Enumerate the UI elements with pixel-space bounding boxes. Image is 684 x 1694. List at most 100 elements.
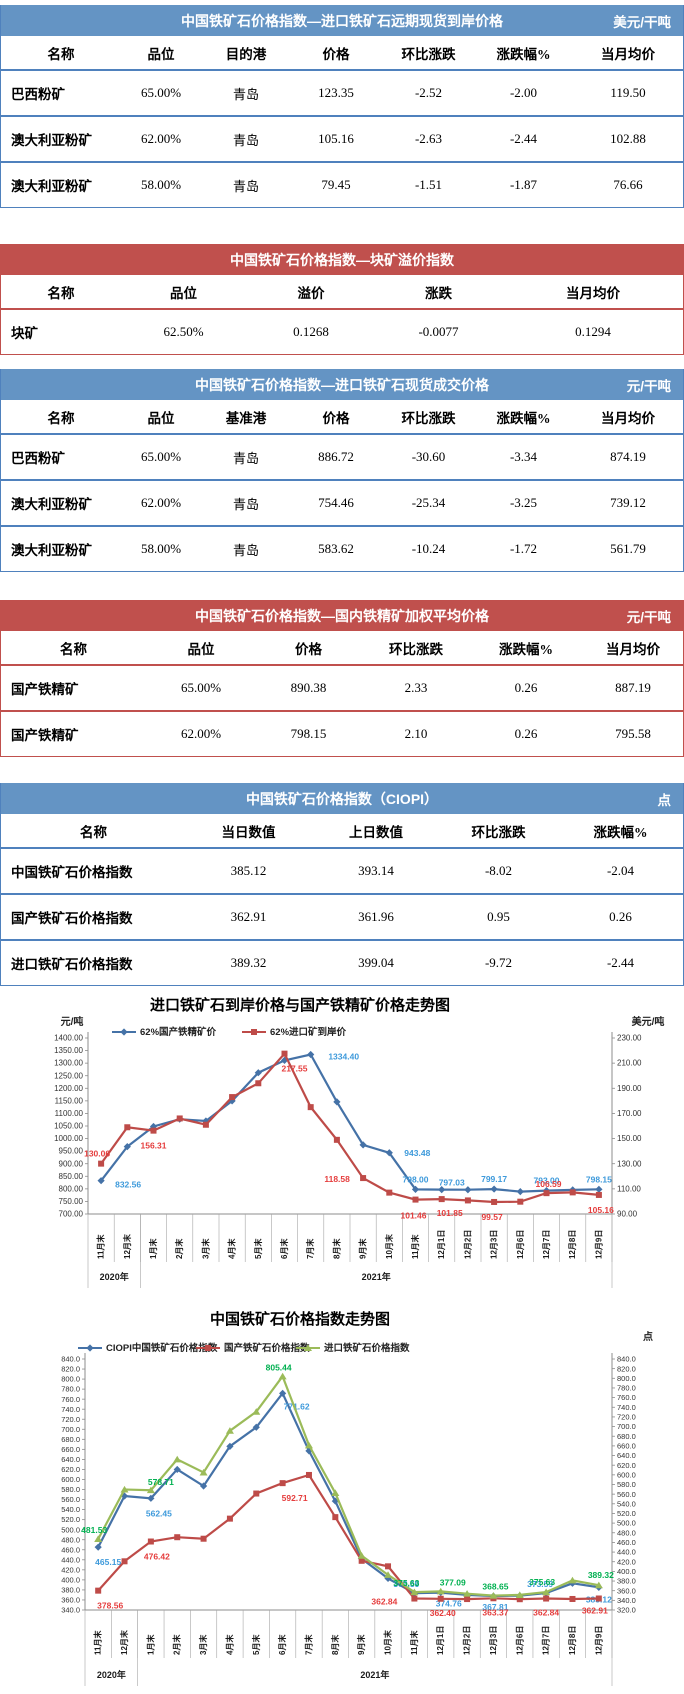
data-table: 名称 品位 基准港 价格 环比涨跌 涨跌幅% 当月均价 巴西粉矿 65.00% 青岛 886.72 -… — [1, 400, 684, 571]
x-axis-category-label: 6月末 — [279, 1239, 289, 1259]
x-axis-category-label: 3月末 — [198, 1635, 208, 1655]
value-cell: 0.1268 — [293, 324, 329, 339]
data-point-marker — [280, 1056, 289, 1064]
data-point-marker — [332, 1514, 339, 1521]
y-axis-tick-label: 1200.00 — [54, 1084, 83, 1093]
table-block-0: 中国铁矿石价格指数—进口铁矿石远期现货到岸价格 美元/干吨 名称 品位 目的港 价格 环比涨… — [0, 5, 684, 208]
data-label: 362.40 — [430, 1608, 456, 1618]
data-point-marker — [594, 1581, 603, 1589]
x-axis-category-label: 12月2日 — [463, 1626, 472, 1655]
data-point-marker — [515, 1591, 524, 1598]
y-axis-tick-label: 1350.00 — [54, 1046, 83, 1055]
data-point-marker — [173, 1455, 182, 1463]
column-header: 涨跌幅% — [499, 641, 553, 657]
y-axis-tick-label: 1150.00 — [55, 1096, 84, 1105]
y-axis-tick-label: 1000.00 — [54, 1134, 83, 1143]
data-point-marker — [385, 1563, 392, 1570]
column-header: 品位 — [147, 46, 175, 62]
data-label: 375.63 — [393, 1578, 419, 1588]
column-header: 目的港 — [225, 46, 267, 62]
data-label: 362.91 — [582, 1605, 608, 1615]
data-point-marker — [595, 1191, 602, 1198]
data-point-marker — [410, 1588, 419, 1596]
data-label: 118.58 — [324, 1174, 350, 1184]
x-axis-category-label: 6月末 — [277, 1635, 287, 1655]
table-row: 国产铁精矿 65.00% 890.38 2.33 0.26 887.19 — [1, 665, 684, 711]
table-header-row: 名称 品位 价格 环比涨跌 涨跌幅% 当月均价 — [1, 631, 684, 665]
column-header: 涨跌 — [425, 285, 452, 301]
data-point-marker — [253, 1490, 260, 1497]
value-cell: 754.46 — [318, 495, 354, 510]
data-label: 362.84 — [533, 1608, 559, 1618]
y-axis-tick-label: 720.0 — [617, 1413, 636, 1422]
y-axis-tick-label: 360.0 — [617, 1586, 636, 1595]
data-point-marker — [150, 1127, 157, 1134]
data-point-marker — [174, 1534, 181, 1541]
y-axis-tick-label: 900.00 — [59, 1159, 84, 1168]
column-header: 品位 — [187, 641, 215, 657]
data-point-marker — [543, 1595, 550, 1602]
value-cell: 62.00% — [140, 495, 182, 510]
data-point-marker — [281, 1050, 288, 1057]
data-point-marker — [304, 1344, 312, 1351]
value-cell: -2.44 — [509, 131, 538, 146]
column-header: 名称 — [47, 410, 75, 426]
data-point-marker — [489, 1592, 498, 1599]
y-axis-tick-label: 210.00 — [617, 1059, 642, 1068]
x-axis-category-label: 12月7日 — [542, 1626, 551, 1655]
y-axis-tick-label: 780.0 — [61, 1385, 80, 1394]
value-cell: 58.00% — [140, 177, 182, 192]
table-title-bar: 中国铁矿石价格指数—进口铁矿石远期现货到岸价格 美元/干吨 — [1, 5, 683, 36]
row-name-cell: 中国铁矿石价格指数 — [11, 865, 133, 880]
data-label: 363.37 — [482, 1607, 508, 1617]
data-point-marker — [205, 1345, 211, 1351]
data-point-marker — [595, 1595, 602, 1602]
data-point-marker — [124, 1124, 131, 1131]
legend-item: 国产铁矿石价格指数 — [196, 1342, 310, 1354]
y-axis-tick-label: 400.0 — [61, 1575, 80, 1584]
value-cell: -1.72 — [509, 541, 538, 556]
series-line — [100, 1051, 600, 1204]
y-axis-tick-label: 840.0 — [617, 1355, 636, 1364]
y-axis-tick-label: 620.0 — [617, 1461, 636, 1470]
data-point-marker — [464, 1596, 471, 1603]
data-point-marker — [464, 1186, 472, 1194]
x-axis-category-label: 4月末 — [224, 1635, 234, 1655]
row-name-cell: 巴西粉矿 — [11, 451, 65, 466]
data-point-marker — [411, 1595, 418, 1602]
data-label: 578.71 — [148, 1477, 174, 1487]
x-axis-category-label: 7月末 — [305, 1239, 315, 1259]
table-block-3: 中国铁矿石价格指数—国内铁精矿加权平均价格 元/干吨 名称 品位 价格 环比涨跌 涨跌幅% 当… — [0, 600, 684, 757]
data-point-marker — [357, 1552, 366, 1559]
y-axis-tick-label: 1400.00 — [54, 1034, 83, 1043]
year-group-label: 2021年 — [362, 1271, 391, 1282]
table-row: 国产铁矿石价格指数 362.91 361.96 0.95 0.26 — [1, 894, 684, 940]
value-cell: 0.1294 — [575, 324, 611, 339]
table-row: 澳大利亚粉矿 62.00% 青岛 105.16 -2.63 -2.44 102.88 — [1, 116, 684, 162]
column-header: 当月均价 — [601, 46, 655, 62]
y-axis-tick-label: 760.0 — [61, 1395, 80, 1404]
y-axis-tick-label: 740.0 — [617, 1403, 636, 1412]
table-header-row: 名称 品位 溢价 涨跌 当月均价 — [1, 275, 684, 309]
table-header-row: 名称 品位 目的港 价格 环比涨跌 涨跌幅% 当月均价 — [1, 36, 684, 70]
value-cell: 0.26 — [609, 909, 632, 924]
value-cell: 105.16 — [318, 131, 354, 146]
data-point-marker — [464, 1197, 471, 1204]
year-group-label: 2020年 — [100, 1271, 129, 1282]
data-point-marker — [358, 1557, 365, 1564]
data-point-marker — [333, 1098, 341, 1106]
y-axis-tick-label: 520.0 — [61, 1515, 80, 1524]
data-point-marker — [95, 1587, 102, 1594]
y-axis-tick-label: 540.0 — [61, 1505, 80, 1514]
value-cell: -10.24 — [411, 541, 446, 556]
data-point-marker — [199, 1468, 208, 1476]
legend-item: 62%国产铁精矿价 — [112, 1026, 217, 1038]
table-title-bar: 中国铁矿石价格指数—进口铁矿石现货成交价格 元/干吨 — [1, 369, 683, 400]
value-cell: 青岛 — [232, 132, 259, 148]
value-cell: -3.25 — [509, 495, 538, 510]
table-title-bar: 中国铁矿石价格指数（CIOPI） 点 — [1, 783, 683, 814]
data-label: 373.59 — [527, 1579, 553, 1589]
y-axis-tick-label: 400.0 — [617, 1567, 636, 1576]
data-label: 832.56 — [115, 1180, 141, 1190]
